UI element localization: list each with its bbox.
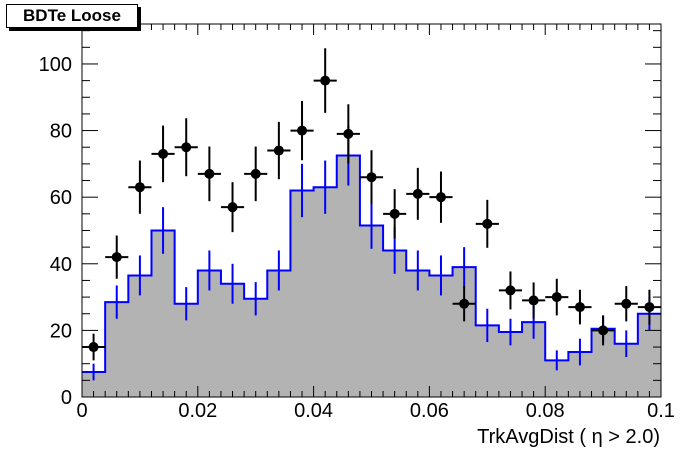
y-tick-label: 100 [39, 54, 72, 76]
data-point [134, 182, 145, 193]
data-point [181, 142, 192, 153]
histogram-fill [82, 155, 661, 397]
x-tick-label: 0 [76, 400, 87, 422]
y-tick-label: 60 [50, 187, 72, 209]
data-point [250, 168, 261, 179]
y-tick-label: 40 [50, 254, 72, 276]
y-tick-label: 20 [50, 320, 72, 342]
data-point [320, 75, 331, 86]
data-point [574, 302, 585, 313]
y-tick-label: 0 [61, 387, 72, 409]
data-point [528, 295, 539, 306]
data-point [273, 145, 284, 156]
data-point [227, 202, 238, 213]
data-point [505, 285, 516, 296]
data-point [389, 208, 400, 219]
x-axis-label: TrkAvgDist ( η > 2.0) [477, 426, 660, 448]
data-point [204, 168, 215, 179]
data-point [88, 342, 99, 353]
data-point [621, 298, 632, 309]
data-point [343, 128, 354, 139]
data-point [435, 192, 446, 203]
data-point [412, 188, 423, 199]
data-point [482, 218, 493, 229]
chart-title: BDTe Loose [6, 4, 138, 28]
x-tick-label: 0.1 [647, 400, 675, 422]
x-tick-label: 0.02 [178, 400, 217, 422]
data-point [366, 172, 377, 183]
x-tick-label: 0.04 [294, 400, 333, 422]
data-point [551, 292, 562, 303]
x-tick-label: 0.06 [410, 400, 449, 422]
data-point [644, 302, 655, 313]
data-point [598, 325, 609, 336]
data-point [158, 148, 169, 159]
x-tick-label: 0.08 [526, 400, 565, 422]
data-point [111, 252, 122, 263]
y-tick-label: 80 [50, 121, 72, 143]
data-point [459, 298, 470, 309]
data-point [297, 125, 308, 136]
